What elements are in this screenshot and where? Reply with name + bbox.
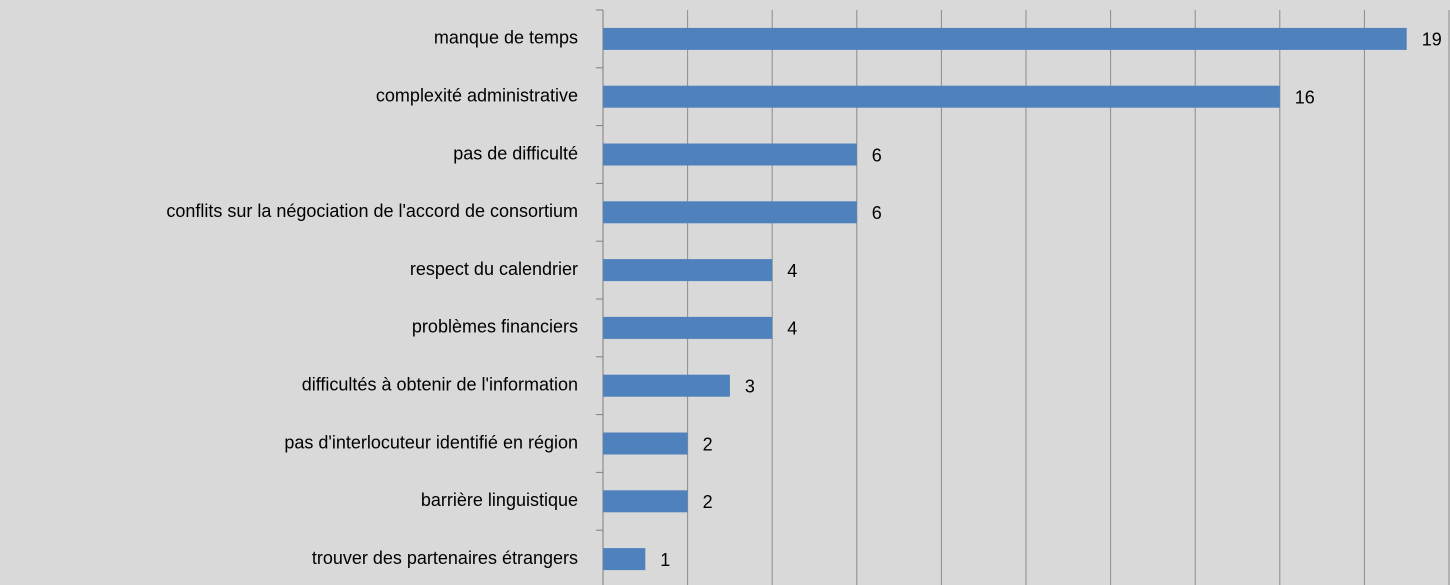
bar [603,259,773,282]
value-label: 16 [1295,87,1315,107]
value-label: 1 [660,550,670,570]
y-tick-label: pas de difficulté [453,143,578,163]
bar [603,374,730,397]
y-tick-label: conflits sur la négociation de l'accord … [166,201,578,221]
value-label: 2 [703,434,713,454]
y-tick-label: difficultés à obtenir de l'information [302,374,578,394]
bar [603,27,1407,50]
value-label: 3 [745,376,755,396]
y-tick-label: complexité administrative [376,85,578,105]
y-tick-label: manque de temps [434,28,578,48]
bar [603,432,688,455]
value-label: 2 [703,492,713,512]
bar [603,490,688,513]
value-label: 19 [1422,30,1442,50]
value-label: 6 [872,145,882,165]
y-tick-label: respect du calendrier [410,259,578,279]
value-label: 4 [787,319,797,339]
value-label: 6 [872,203,882,223]
value-label: 4 [787,261,797,281]
bar [603,143,857,166]
bar [603,201,857,224]
bar [603,548,646,571]
y-tick-label: pas d'interlocuteur identifié en région [284,432,578,452]
bar [603,85,1280,108]
y-tick-label: problèmes financiers [412,317,578,337]
y-tick-label: trouver des partenaires étrangers [312,548,578,568]
bar [603,316,773,339]
y-tick-label: barrière linguistique [421,490,578,510]
